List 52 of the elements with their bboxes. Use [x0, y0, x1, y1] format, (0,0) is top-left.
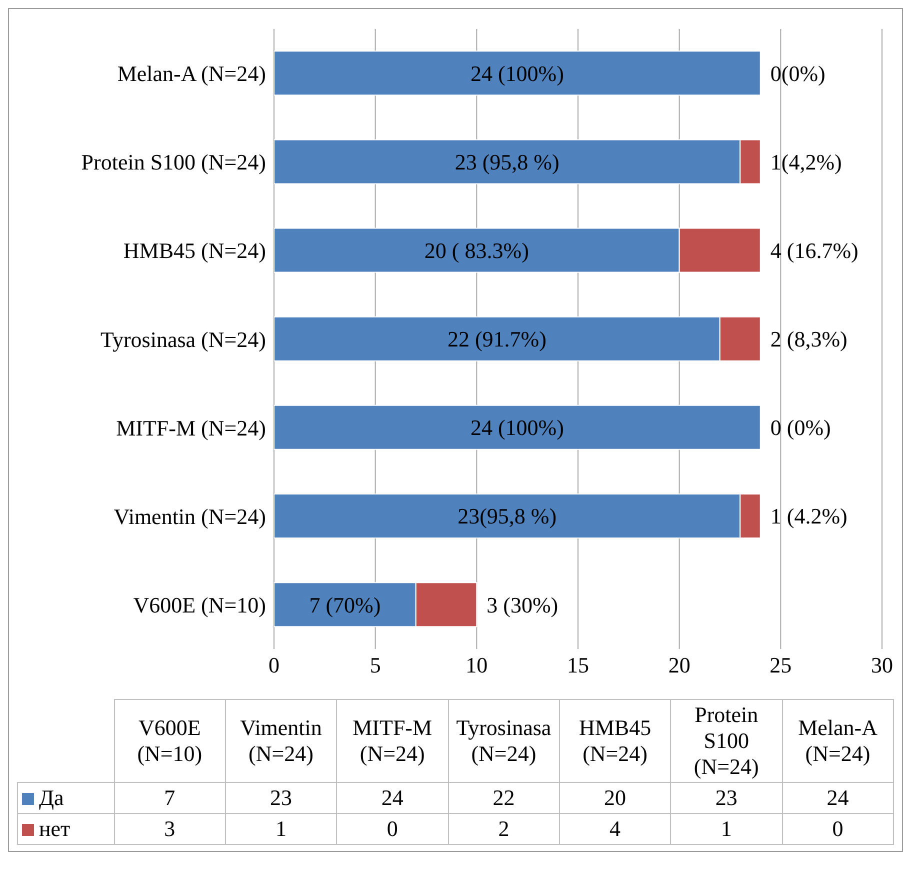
data-label: 7 — [114, 782, 226, 814]
bar — [274, 404, 761, 450]
category-label: HMB45 (N=24) — [559, 700, 671, 782]
data-label: 24 — [782, 782, 894, 814]
y-tick-label: MITF-M (N=24) — [116, 415, 266, 440]
x-tick-label: 5 — [370, 652, 381, 678]
data-label: 0 — [782, 814, 894, 844]
data-label: 4 (16.7%) — [770, 238, 858, 263]
data-label: 20 ( 83.3%) — [424, 238, 529, 263]
data-label: 24 (100%) — [470, 415, 564, 440]
y-tick-label: Tyrosinasa (N=24) — [100, 326, 266, 352]
data-label: 20 — [559, 782, 671, 814]
x-tick-label: 30 — [871, 652, 893, 678]
legend-label: нет — [18, 814, 114, 844]
data-label: 1 — [670, 814, 782, 844]
data-label: 0(0%) — [770, 60, 826, 86]
data-label: 2 (8,3%) — [770, 326, 848, 352]
y-tick-label: Vimentin (N=24) — [114, 504, 266, 529]
data-label: 23 — [670, 782, 782, 814]
data-label: 3 (30%) — [486, 592, 558, 618]
data-label: 4 — [559, 814, 671, 844]
data-label: 0 — [336, 814, 448, 844]
x-tick-label: 15 — [567, 652, 589, 678]
y-tick-label: V600E (N=10) — [133, 592, 266, 618]
y-tick-label: HMB45 (N=24) — [123, 238, 266, 264]
y-tick-label: Protein S100 (N=24) — [81, 150, 266, 175]
data-label: 1(4,2%) — [770, 149, 842, 174]
category-label: Vimentin (N=24) — [225, 700, 337, 782]
y-tick-label: Melan-A (N=24) — [117, 61, 266, 86]
data-label: 2 — [448, 814, 560, 844]
x-tick-label: 0 — [268, 652, 280, 678]
bar — [274, 50, 761, 96]
x-tick-label: 10 — [466, 652, 488, 678]
data-label: 23 (95,8 %) — [454, 149, 560, 174]
data-label: 23(95,8 %) — [458, 504, 557, 529]
data-label: 22 — [448, 782, 560, 814]
data-label: 3 — [114, 814, 226, 844]
data-label: 0 (0%) — [770, 415, 831, 440]
category-label: Protein S100 (N=24) — [670, 700, 782, 782]
data-label: 1 — [225, 814, 337, 844]
data-label: 24 — [336, 782, 448, 814]
data-label: 24 (100%) — [470, 60, 564, 86]
legend-label: Да — [18, 782, 114, 814]
data-label: 1 (4.2%) — [770, 504, 848, 529]
category-label: MITF-M (N=24) — [336, 700, 448, 782]
x-tick-label: 20 — [668, 652, 690, 678]
data-label: 22 (91.7%) — [447, 326, 546, 352]
data-label: 23 — [225, 782, 337, 814]
category-label: Melan-A (N=24) — [782, 700, 894, 782]
x-tick-label: 25 — [770, 652, 792, 678]
category-label: Tyrosinasa (N=24) — [448, 700, 560, 782]
data-label: 7 (70%) — [309, 592, 381, 618]
